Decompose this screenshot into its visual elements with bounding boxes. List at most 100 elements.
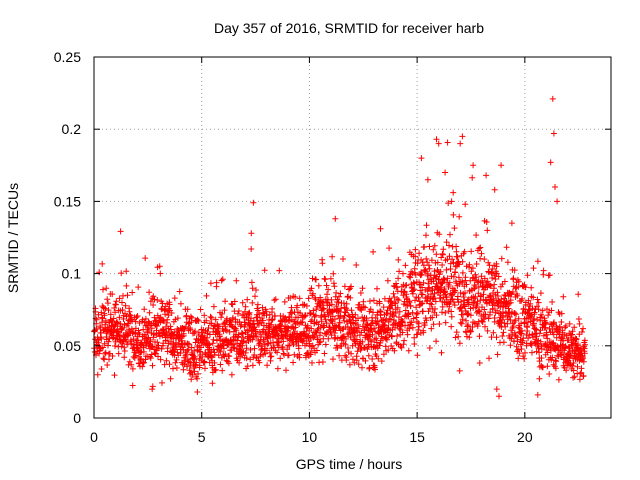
data-point — [570, 367, 577, 374]
data-point — [448, 198, 455, 205]
data-point — [387, 305, 394, 312]
data-point — [367, 298, 373, 305]
data-point — [571, 373, 578, 380]
data-point — [538, 355, 545, 361]
data-point — [213, 337, 220, 344]
data-point — [365, 343, 372, 350]
data-point — [387, 299, 394, 305]
data-point — [372, 315, 379, 321]
data-point — [369, 356, 376, 362]
data-point — [107, 311, 114, 318]
data-point — [389, 333, 395, 340]
data-point — [402, 307, 409, 314]
y-tick-label: 0 — [73, 410, 81, 426]
data-point — [310, 334, 317, 341]
data-point — [102, 317, 109, 324]
data-point — [100, 286, 106, 293]
data-point — [430, 321, 437, 328]
data-point — [419, 291, 426, 298]
data-point — [109, 318, 116, 325]
data-point — [355, 325, 362, 332]
data-point — [466, 334, 473, 341]
data-point — [459, 258, 466, 265]
data-point — [140, 359, 147, 366]
chart-title: Day 357 of 2016, SRMTID for receiver har… — [214, 20, 484, 36]
data-point — [142, 255, 149, 262]
data-point — [105, 307, 112, 314]
data-point — [439, 262, 446, 268]
data-point — [451, 302, 458, 309]
data-point — [222, 351, 229, 358]
data-point — [249, 285, 256, 292]
data-point — [264, 362, 271, 369]
data-point — [442, 319, 449, 326]
data-point — [536, 375, 543, 382]
data-point — [549, 299, 556, 305]
data-point — [496, 393, 502, 400]
data-point — [549, 354, 556, 361]
data-point — [154, 323, 160, 329]
data-point — [288, 304, 295, 311]
data-point — [448, 323, 455, 330]
data-point — [442, 291, 449, 298]
data-point — [456, 213, 463, 220]
data-point — [481, 275, 488, 282]
data-point — [102, 305, 109, 312]
data-point — [121, 348, 128, 354]
data-point — [336, 293, 342, 300]
data-point — [129, 289, 136, 296]
data-point — [187, 370, 193, 377]
data-point — [488, 269, 495, 276]
data-point — [303, 354, 309, 361]
data-point — [211, 359, 218, 366]
data-point — [263, 308, 270, 315]
data-point — [404, 331, 411, 338]
data-point — [462, 201, 469, 208]
data-point — [578, 365, 585, 372]
data-point — [384, 336, 390, 343]
data-point — [180, 366, 187, 373]
data-point — [455, 274, 462, 281]
data-point — [228, 340, 235, 347]
data-point — [147, 298, 154, 305]
data-point — [207, 313, 214, 320]
data-point — [457, 305, 464, 311]
data-point — [493, 334, 500, 341]
data-point — [199, 353, 206, 360]
data-point — [201, 312, 208, 319]
data-point — [405, 310, 412, 317]
data-point — [331, 283, 338, 290]
data-point — [105, 300, 111, 307]
data-point — [348, 307, 355, 314]
data-point — [236, 343, 243, 350]
data-point — [337, 290, 344, 297]
data-point — [239, 330, 246, 337]
data-point — [237, 323, 244, 330]
data-point — [467, 328, 474, 335]
data-point — [111, 305, 118, 311]
data-point — [566, 320, 573, 327]
data-point — [452, 263, 459, 270]
data-point — [479, 318, 486, 325]
data-point — [574, 363, 581, 370]
data-point — [485, 268, 492, 275]
data-point — [495, 297, 502, 304]
data-point — [246, 309, 253, 316]
data-point — [546, 272, 553, 279]
data-point — [550, 331, 557, 338]
data-point — [255, 307, 262, 314]
data-point — [542, 319, 548, 326]
data-point — [96, 269, 103, 276]
plot-frame — [93, 56, 612, 419]
data-point — [278, 322, 285, 329]
data-point — [188, 344, 195, 351]
data-point — [562, 343, 569, 350]
data-point — [445, 200, 452, 207]
data-point — [483, 219, 490, 225]
data-point — [249, 362, 256, 369]
data-point — [235, 308, 242, 314]
data-point — [406, 325, 413, 332]
data-point — [419, 284, 426, 291]
data-point — [500, 339, 507, 346]
data-point — [520, 353, 527, 360]
